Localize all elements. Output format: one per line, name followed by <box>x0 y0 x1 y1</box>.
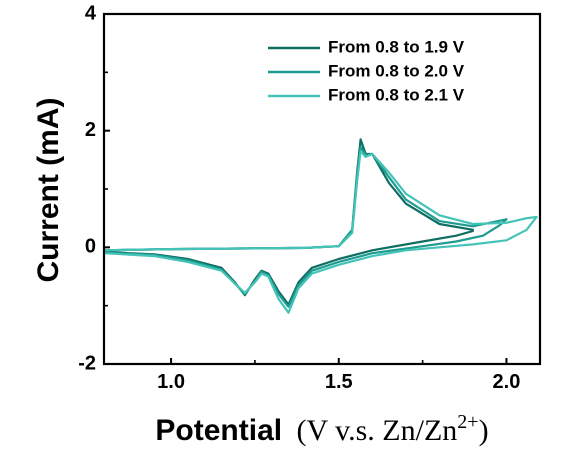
x-tick-label-0: 1.0 <box>157 371 185 393</box>
y-tick-label-3: -2 <box>78 352 96 374</box>
x-tick-label-1: 1.5 <box>325 371 353 393</box>
x-axis-title-main: Potential <box>155 414 282 447</box>
series-line-2 <box>104 145 508 308</box>
legend-label-1: From 0.8 to 1.9 V <box>328 37 465 56</box>
y-axis-title: Current (mA) <box>32 98 65 283</box>
x-axis-title-close-paren: ) <box>479 414 489 447</box>
x-tick-label-2: 2.0 <box>493 371 521 393</box>
x-axis-title-unit: (V v.s. Zn/Zn <box>296 414 457 447</box>
x-axis-title: Potential (V v.s. Zn/Zn2+) <box>155 411 488 447</box>
legend-label-3: From 0.8 to 2.1 V <box>328 85 465 104</box>
y-tick-label-2: 0 <box>85 236 96 258</box>
series-line-1 <box>104 138 474 306</box>
x-axis-title-superscript: 2+ <box>457 411 478 433</box>
legend-label-2: From 0.8 to 2.0 V <box>328 61 465 80</box>
y-tick-label-0: 4 <box>85 2 97 24</box>
y-tick-label-1: 2 <box>85 119 96 141</box>
series-line-3 <box>104 150 538 314</box>
plot-frame <box>102 12 542 366</box>
